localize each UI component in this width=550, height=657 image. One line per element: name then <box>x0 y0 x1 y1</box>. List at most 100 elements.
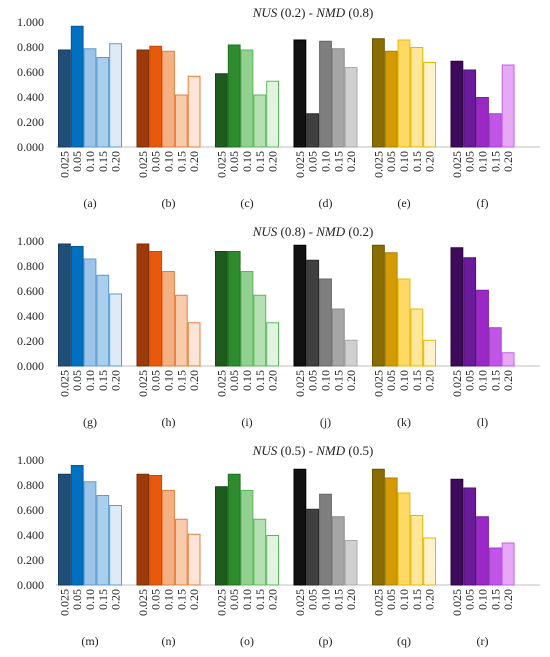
x-tick-label: 0.20 <box>423 370 437 391</box>
title-segment: NUS <box>252 443 278 458</box>
panel-label: (j) <box>320 415 331 429</box>
bar <box>96 274 110 367</box>
x-tick-label: 0.15 <box>410 151 424 172</box>
bar <box>293 244 307 367</box>
bar <box>58 243 71 367</box>
bar <box>109 43 122 148</box>
bar <box>488 547 502 586</box>
panel-label: (d) <box>319 196 333 210</box>
bar <box>174 518 188 586</box>
bar <box>344 67 358 148</box>
y-tick-label: 0.800 <box>17 259 44 273</box>
bar <box>423 537 437 586</box>
x-tick-label: 0.10 <box>319 370 333 391</box>
panel-label: (m) <box>81 634 98 648</box>
x-tick-label: 0.10 <box>240 589 254 610</box>
x-tick-label: 0.20 <box>423 151 437 172</box>
bar <box>83 258 97 367</box>
x-tick-label: 0.05 <box>306 151 320 172</box>
x-tick-label: 0.05 <box>70 151 84 172</box>
x-tick-label: 0.05 <box>70 370 84 391</box>
x-tick-label: 0.15 <box>410 370 424 391</box>
bar <box>240 271 254 367</box>
bar <box>410 47 424 148</box>
bar <box>410 515 424 586</box>
panel-label: (e) <box>397 196 410 210</box>
bar <box>306 508 320 586</box>
x-tick-label: 0.025 <box>371 370 385 397</box>
bar <box>162 271 175 367</box>
x-tick-label: 0.10 <box>240 151 254 172</box>
y-tick-label: 0.800 <box>17 478 44 492</box>
x-tick-label: 0.025 <box>57 589 71 616</box>
bar <box>476 289 489 367</box>
x-tick-label: 0.025 <box>371 151 385 178</box>
bar <box>384 477 398 586</box>
bar <box>397 39 411 148</box>
bar <box>319 40 332 148</box>
bar <box>187 322 201 367</box>
bar <box>423 62 437 148</box>
x-tick-label: 0.05 <box>227 589 241 610</box>
bar <box>450 60 464 148</box>
bar <box>109 293 122 367</box>
bar <box>215 251 228 367</box>
chart-row: NUS (0.2) - NMD (0.8) 0.000 0.200 0.400 0.60… <box>17 5 540 210</box>
x-tick-label: 0.025 <box>136 589 150 616</box>
x-tick-label: 0.025 <box>371 589 385 616</box>
bar <box>397 492 411 586</box>
x-tick-label: 0.025 <box>293 151 307 178</box>
title-segment: (0.8) <box>345 5 373 20</box>
bar <box>70 246 84 367</box>
bar <box>450 478 464 586</box>
x-tick-label: 0.10 <box>162 589 176 610</box>
x-tick-label: 0.05 <box>384 589 398 610</box>
title-segment: (0.2) - <box>277 5 316 20</box>
x-tick-label: 0.025 <box>450 589 464 616</box>
y-tick-label: 0.600 <box>17 503 44 517</box>
x-tick-label: 0.10 <box>397 370 411 391</box>
x-tick-label: 0.15 <box>253 151 267 172</box>
chart-row: NUS (0.8) - NMD (0.2) 0.000 0.200 0.400 0.60… <box>17 224 540 429</box>
bar <box>501 352 515 367</box>
x-tick-label: 0.025 <box>214 589 228 616</box>
panel-label: (k) <box>397 415 411 429</box>
bar <box>149 475 163 586</box>
x-tick-label: 0.05 <box>70 589 84 610</box>
title-segment: (0.5) <box>345 443 373 458</box>
y-tick-label: 1.000 <box>17 453 44 467</box>
panel-label: (o) <box>240 634 254 648</box>
bar <box>372 38 385 148</box>
bar <box>423 339 437 367</box>
bar <box>463 257 477 367</box>
x-tick-label: 0.20 <box>344 370 358 391</box>
x-tick-label: 0.20 <box>109 370 123 391</box>
bar <box>372 244 385 367</box>
bar <box>149 45 163 148</box>
panel-label: (b) <box>162 196 176 210</box>
x-tick-label: 0.20 <box>344 151 358 172</box>
x-tick-label: 0.05 <box>463 151 477 172</box>
y-tick-label: 0.600 <box>17 65 44 79</box>
bar <box>215 73 228 148</box>
bar <box>344 540 358 586</box>
bar <box>58 473 71 586</box>
x-tick-label: 0.05 <box>149 589 163 610</box>
bar <box>488 327 502 367</box>
x-tick-label: 0.20 <box>344 589 358 610</box>
bar <box>253 94 267 148</box>
x-tick-label: 0.05 <box>463 370 477 391</box>
bar <box>266 80 280 148</box>
x-tick-label: 0.15 <box>331 589 345 610</box>
x-tick-label: 0.10 <box>476 151 490 172</box>
x-tick-label: 0.15 <box>331 370 345 391</box>
x-tick-label: 0.025 <box>214 370 228 397</box>
